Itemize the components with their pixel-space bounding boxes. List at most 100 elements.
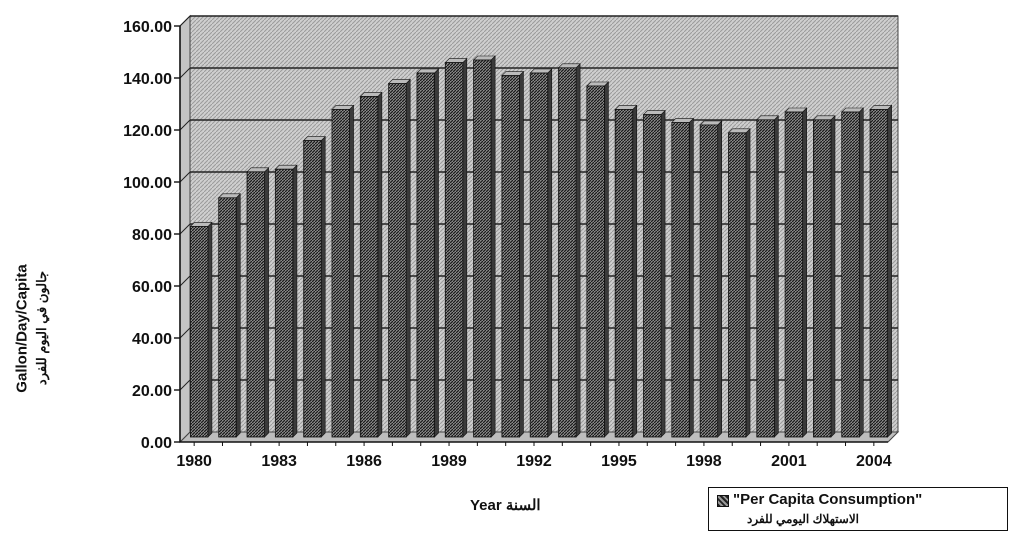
legend-label-english: "Per Capita Consumption" — [733, 491, 923, 508]
bar-top — [274, 164, 298, 170]
bar-top — [359, 92, 383, 97]
x-tick-label: 1983 — [261, 453, 297, 470]
bar-top — [189, 222, 213, 227]
bar — [784, 111, 804, 438]
bar-1980 — [189, 221, 213, 438]
y-tick-label: 140.00 — [123, 71, 172, 88]
y-tick-label: 0.00 — [141, 435, 172, 452]
bar — [558, 67, 577, 438]
bar-top — [501, 71, 525, 76]
bar-top — [416, 68, 440, 74]
bar-1983 — [274, 164, 298, 438]
bar-side — [207, 221, 213, 438]
bar-side — [405, 78, 411, 438]
legend: "Per Capita Consumption" الاستهلاك اليوم… — [708, 487, 1008, 531]
bar-side — [490, 55, 496, 438]
bar-1993 — [557, 63, 581, 438]
bar — [218, 197, 237, 438]
x-axis-label: Year السنة — [470, 497, 541, 514]
bar-2001 — [784, 107, 808, 438]
bar-top — [246, 167, 270, 173]
bar — [756, 119, 775, 438]
grid-line-side — [179, 67, 191, 79]
bar-top — [841, 107, 865, 113]
bar — [303, 140, 322, 438]
bar-side — [519, 70, 524, 438]
x-tick-labels: 1980 1983 1986 1989 1992 1995 1998 2001 2004 — [176, 442, 892, 470]
grid-line-side — [179, 275, 191, 287]
bar — [246, 171, 265, 438]
bar-side — [604, 81, 609, 438]
bar-side — [235, 193, 241, 438]
grid-line-side — [179, 327, 191, 339]
x-tick-label: 1995 — [601, 453, 637, 470]
bar-2003 — [841, 107, 865, 438]
bar-side — [377, 91, 383, 438]
legend-swatch — [717, 495, 729, 507]
bar-1998 — [699, 120, 723, 438]
y-tick-label: 100.00 — [123, 175, 172, 192]
bar — [671, 122, 690, 438]
bar-1990 — [472, 55, 496, 438]
bar-top — [387, 79, 411, 84]
bar — [444, 62, 464, 438]
x-tick-label: 1989 — [431, 453, 467, 470]
y-tick-label: 160.00 — [123, 19, 172, 36]
bar — [728, 132, 747, 438]
y-tick-label: 80.00 — [132, 227, 172, 244]
bar-2000 — [756, 115, 780, 438]
bar-1982 — [246, 167, 270, 438]
y-tick-labels: 0.00 20.00 40.00 60.00 80.00 100.00 120.00 140.… — [123, 19, 180, 452]
bar — [359, 96, 379, 438]
bar-1984 — [302, 135, 326, 438]
bar-side — [547, 68, 553, 438]
bar — [699, 124, 719, 438]
legend-label-arabic: الاستهلاك اليومي للفرد — [747, 512, 860, 526]
bar-top — [784, 107, 808, 113]
bar-side — [802, 107, 807, 438]
bar-1992 — [529, 68, 553, 438]
bar-top — [331, 105, 355, 110]
bar-side — [745, 128, 751, 438]
bar-side — [462, 57, 468, 438]
bar — [189, 225, 209, 438]
bar-side — [349, 104, 354, 438]
x-tick-label: 1992 — [516, 453, 552, 470]
y-tick-label: 20.00 — [132, 383, 172, 400]
bar-1989 — [444, 57, 468, 438]
bar-1994 — [586, 81, 610, 438]
bar — [869, 109, 889, 438]
y-axis-label: Gallon/Day/Capita جالون في اليوم للفرد — [0, 180, 60, 460]
bar-1991 — [501, 70, 525, 438]
bar-side — [632, 104, 638, 438]
bar-side — [264, 167, 269, 438]
bar-top — [614, 105, 638, 110]
bar — [841, 111, 860, 438]
bar-1999 — [727, 128, 751, 438]
x-tick-label: 2004 — [856, 453, 892, 470]
grid-line-side — [179, 119, 191, 131]
bar — [416, 72, 435, 438]
bars-group — [189, 55, 893, 438]
bar-1995 — [614, 104, 638, 438]
bar-side — [887, 104, 892, 438]
bar-top — [472, 55, 496, 61]
bar — [274, 168, 294, 438]
y-tick-label: 40.00 — [132, 331, 172, 348]
bar-1988 — [416, 68, 440, 438]
bar-top — [217, 193, 241, 199]
bar-side — [774, 115, 779, 438]
y-axis-label-arabic: جالون في اليوم للفرد — [34, 270, 49, 386]
bar-top — [671, 118, 695, 123]
bar — [331, 109, 350, 438]
bar-top — [557, 63, 581, 69]
bar-top — [812, 115, 836, 121]
bar-1997 — [671, 117, 695, 438]
bar — [614, 109, 634, 438]
x-tick-label: 1998 — [686, 453, 722, 470]
bar-1996 — [642, 109, 666, 438]
bar-top — [529, 68, 553, 74]
bar-top — [699, 120, 723, 126]
bar-side — [689, 117, 694, 438]
